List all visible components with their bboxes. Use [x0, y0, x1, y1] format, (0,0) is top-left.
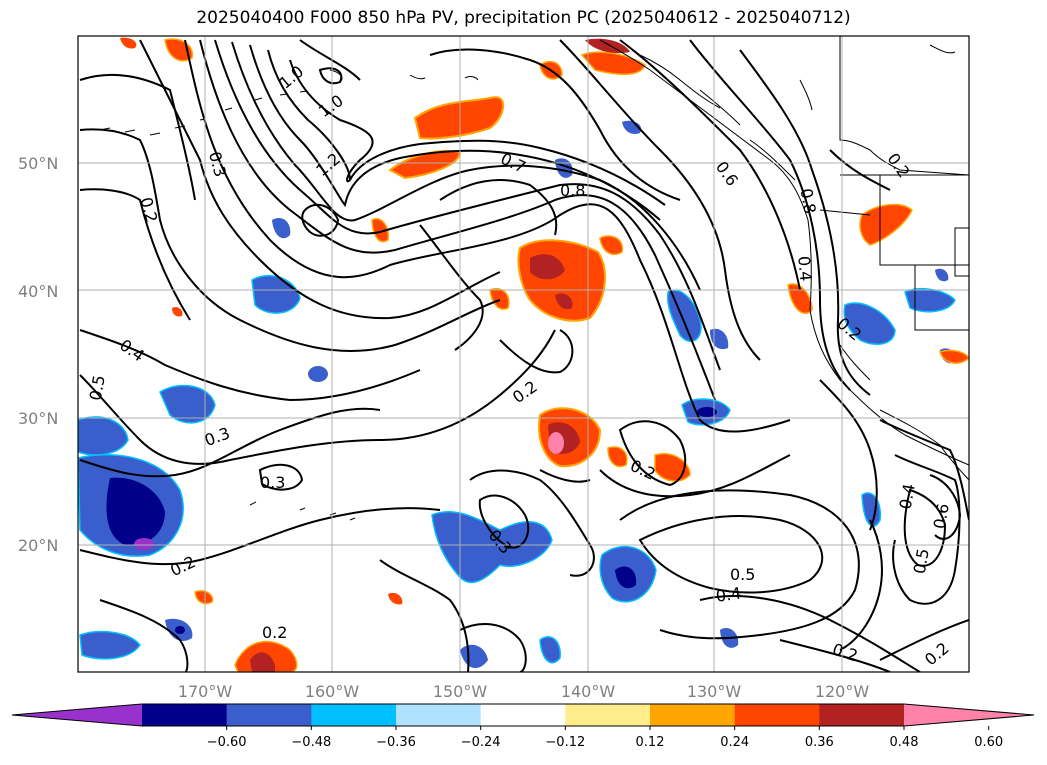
colorbar-outline: [11, 703, 1035, 727]
map-background: [78, 36, 969, 672]
coastlines: [99, 36, 969, 521]
colorbar-segment: [311, 704, 397, 726]
colorbar-segment: [734, 704, 820, 726]
colorbar-segment: [226, 704, 312, 726]
lon-label: 150°W: [433, 682, 488, 701]
lon-label: 130°W: [687, 682, 742, 701]
colorbar-segment: [565, 704, 651, 726]
contour-label: 0.5: [86, 374, 109, 402]
colorbar-segment: [650, 704, 736, 726]
colorbar-tick-label: 0.36: [805, 735, 834, 750]
colorbar-tick-label: 0.12: [636, 735, 665, 750]
contour-label: 0.4: [896, 482, 919, 510]
contour-label: 0.5: [910, 547, 933, 575]
colorbar-segment: [396, 704, 482, 726]
lat-label: 50°N: [18, 154, 58, 173]
contour-label: 0.4: [794, 255, 815, 282]
colorbar-segment: [480, 704, 566, 726]
lon-label: 160°W: [305, 682, 360, 701]
contour-label: 0.8: [560, 181, 585, 200]
colorbar-tick-label: 0.48: [890, 735, 919, 750]
longitude-labels: 170°W 160°W 150°W 140°W 130°W 120°W: [178, 682, 870, 701]
colorbar-extend-max: [904, 704, 1034, 726]
latitude-labels: 50°N 40°N 30°N 20°N: [18, 154, 58, 555]
colorbar-tick-label: −0.12: [545, 735, 585, 750]
colorbar-tick-label: −0.48: [291, 735, 331, 750]
map-frame: [77, 35, 970, 673]
colorbar-tick-label: 0.24: [720, 735, 749, 750]
map-title: 2025040400 F000 850 hPa PV, precipitatio…: [196, 8, 851, 28]
colorbar-tick-label: −0.60: [207, 735, 247, 750]
lat-label: 40°N: [18, 282, 58, 301]
colorbar-tick-label: 0.60: [974, 735, 1003, 750]
colorbar-tick-label: −0.36: [376, 735, 416, 750]
map-gridlines: [78, 36, 969, 672]
contour-label: 0.4: [715, 584, 743, 606]
pv-contours: [79, 39, 969, 672]
colorbar-segment: [142, 704, 228, 726]
contour-label: 0.2: [262, 623, 287, 642]
lat-label: 30°N: [18, 409, 58, 428]
lat-label: 20°N: [18, 536, 58, 555]
colorbar-tick-label: −0.24: [461, 735, 501, 750]
colorbar: −0.60 −0.48 −0.36 −0.24 −0.12 0.12 0.24 0.36 0.4…: [11, 703, 1035, 750]
lon-label: 120°W: [815, 682, 870, 701]
contour-label: 0.6: [930, 502, 953, 530]
contour-label: 0.5: [730, 565, 755, 584]
lon-label: 140°W: [561, 682, 616, 701]
contour-label: 0.8: [797, 187, 820, 215]
contour-label: 0.3: [260, 473, 285, 492]
colorbar-segment: [819, 704, 905, 726]
colorbar-extend-min: [12, 704, 142, 726]
lon-label: 170°W: [178, 682, 233, 701]
